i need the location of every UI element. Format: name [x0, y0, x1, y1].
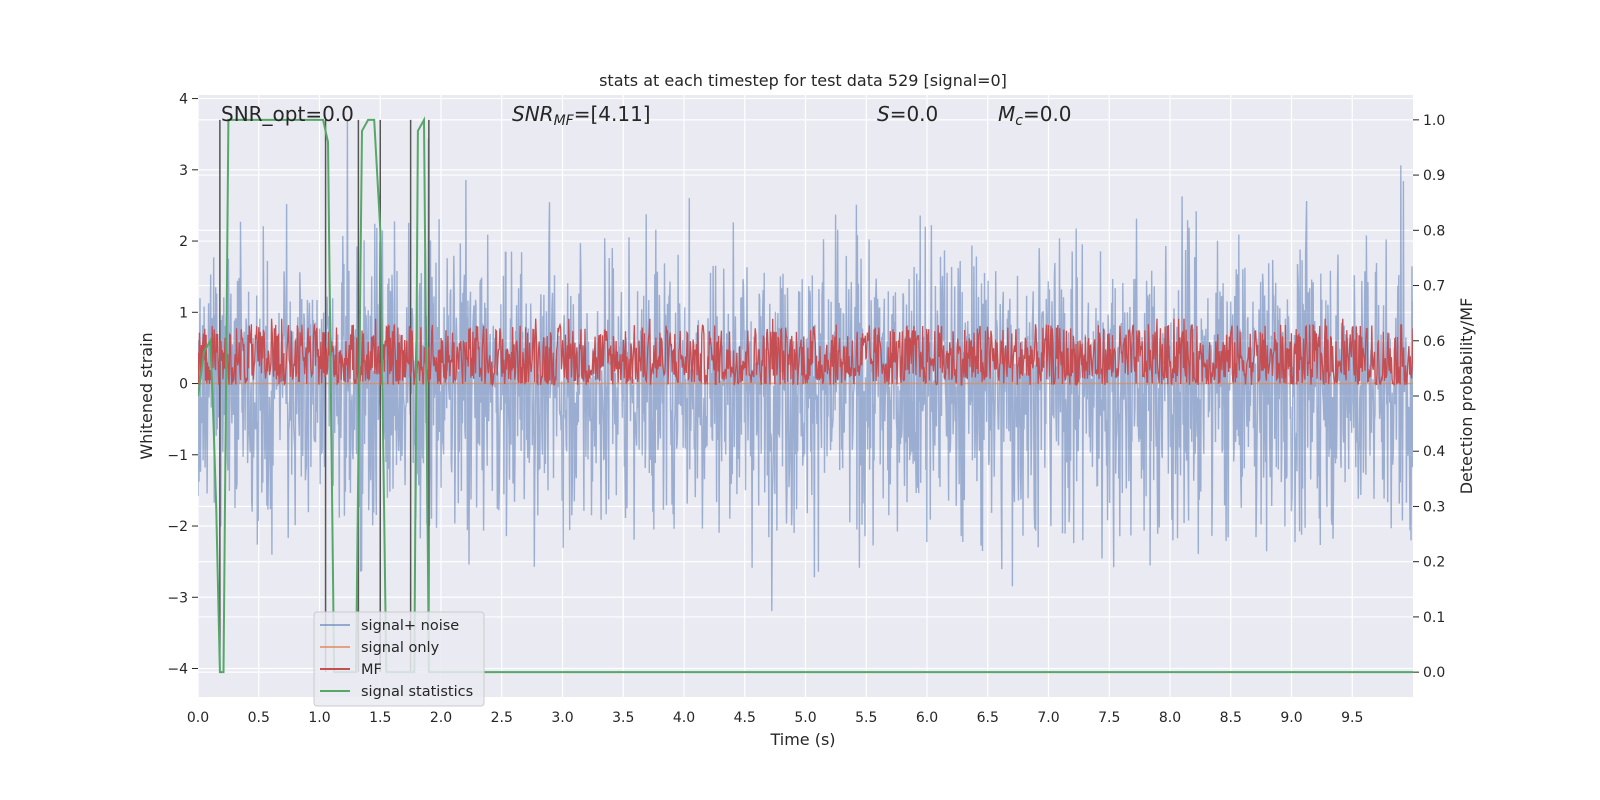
x-tick-label: 2.0: [430, 710, 452, 726]
x-tick-label: 7.0: [1037, 710, 1059, 726]
y-right-tick-label: 0.0: [1423, 665, 1445, 681]
y-left-tick-label: −3: [167, 590, 188, 606]
y-right-tick-label: 0.5: [1423, 389, 1445, 405]
x-axis-ticks: 0.0 0.5 1.0 1.5 2.0 2.5 3.0 3.5 4.0 4.5 5.0 5.5 6.0 6…: [187, 710, 1364, 726]
x-tick-label: 8.0: [1159, 710, 1181, 726]
annotation-snr-mf-var: SNR: [512, 102, 554, 126]
x-tick-label: 4.5: [734, 710, 756, 726]
legend-box: [313, 611, 485, 707]
y-right-tick-label: 0.8: [1423, 223, 1445, 239]
y-right-tick-label: 0.4: [1423, 444, 1445, 460]
annotation-mc: Mc=0.0: [998, 102, 1072, 129]
annotation-s-val: =0.0: [890, 102, 939, 126]
y-right-tick-label: 0.7: [1423, 279, 1445, 295]
y-right-tick-label: 0.3: [1423, 499, 1445, 515]
annotation-snr-opt: SNR_opt=0.0: [221, 102, 354, 126]
x-tick-label: 3.0: [551, 710, 573, 726]
annotation-s: S=0.0: [877, 102, 938, 126]
annotation-mc-sub: c: [1015, 113, 1023, 129]
series-mf: [198, 318, 1413, 387]
x-tick-label: 1.0: [308, 710, 330, 726]
legend-label-mf: MF: [361, 662, 382, 678]
y-left-tick-label: −4: [167, 662, 188, 678]
x-axis-label: Time (s): [769, 730, 835, 749]
y-right-axis-label: Detection probability/MF: [1457, 298, 1476, 495]
y-right-tick-label: 0.9: [1423, 168, 1445, 184]
annotation-snr-mf: SNRMF=[4.11]: [512, 102, 651, 129]
legend-label-signal: signal only: [361, 640, 440, 656]
x-tick-label: 7.5: [1098, 710, 1120, 726]
x-tick-label: 5.5: [855, 710, 877, 726]
legend-label-noise: signal+ noise: [361, 618, 459, 634]
line-signal-statistics: [198, 116, 1413, 674]
legend-label-stats: signal statistics: [361, 684, 473, 700]
x-tick-label: 2.5: [491, 710, 513, 726]
annotation-s-var: S: [877, 102, 890, 126]
y-left-tick-label: 4: [179, 92, 188, 108]
x-tick-label: 5.0: [794, 710, 816, 726]
y-left-tick-label: 1: [179, 305, 188, 321]
x-tick-label: 0.5: [248, 710, 270, 726]
x-tick-label: 9.5: [1341, 710, 1363, 726]
x-tick-label: 6.5: [977, 710, 999, 726]
y-left-tick-label: 2: [179, 234, 188, 250]
y-right-tick-label: 1.0: [1423, 113, 1445, 129]
annotation-mc-val: =0.0: [1023, 102, 1072, 126]
y-left-tick-label: 0: [179, 377, 188, 393]
y-left-tick-label: 3: [179, 163, 188, 179]
x-tick-label: 8.5: [1220, 710, 1242, 726]
x-tick-label: 0.0: [187, 710, 209, 726]
annotation-snr-mf-sub: MF: [554, 113, 575, 129]
y-right-tick-label: 0.1: [1423, 610, 1445, 626]
y-right-tick-label: 0.6: [1423, 334, 1445, 350]
legend: signal+ noise signal only MF signal stat…: [313, 611, 485, 707]
annotation-mc-var: M: [998, 102, 1015, 126]
annotation-snr-mf-val: =[4.11]: [574, 102, 651, 126]
y-left-axis-label: Whitened strain: [137, 332, 156, 459]
x-tick-label: 3.5: [612, 710, 634, 726]
y-left-axis-ticks: 4 3 2 1 0 −1 −2 −3 −4: [167, 92, 198, 678]
series-signal-statistics: [198, 116, 1413, 674]
y-left-tick-label: −1: [167, 448, 188, 464]
y-right-axis-ticks: 0.0 0.1 0.2 0.3 0.4 0.5 0.6 0.7 0.8 0.9 1.0: [1413, 113, 1445, 681]
chart-title: stats at each timestep for test data 529…: [599, 71, 1007, 90]
x-tick-label: 6.0: [916, 710, 938, 726]
y-right-tick-label: 0.2: [1423, 555, 1445, 571]
x-tick-label: 1.5: [369, 710, 391, 726]
x-tick-label: 9.0: [1280, 710, 1302, 726]
line-mf: [198, 318, 1413, 387]
y-left-tick-label: −2: [167, 519, 188, 535]
x-tick-label: 4.0: [673, 710, 695, 726]
